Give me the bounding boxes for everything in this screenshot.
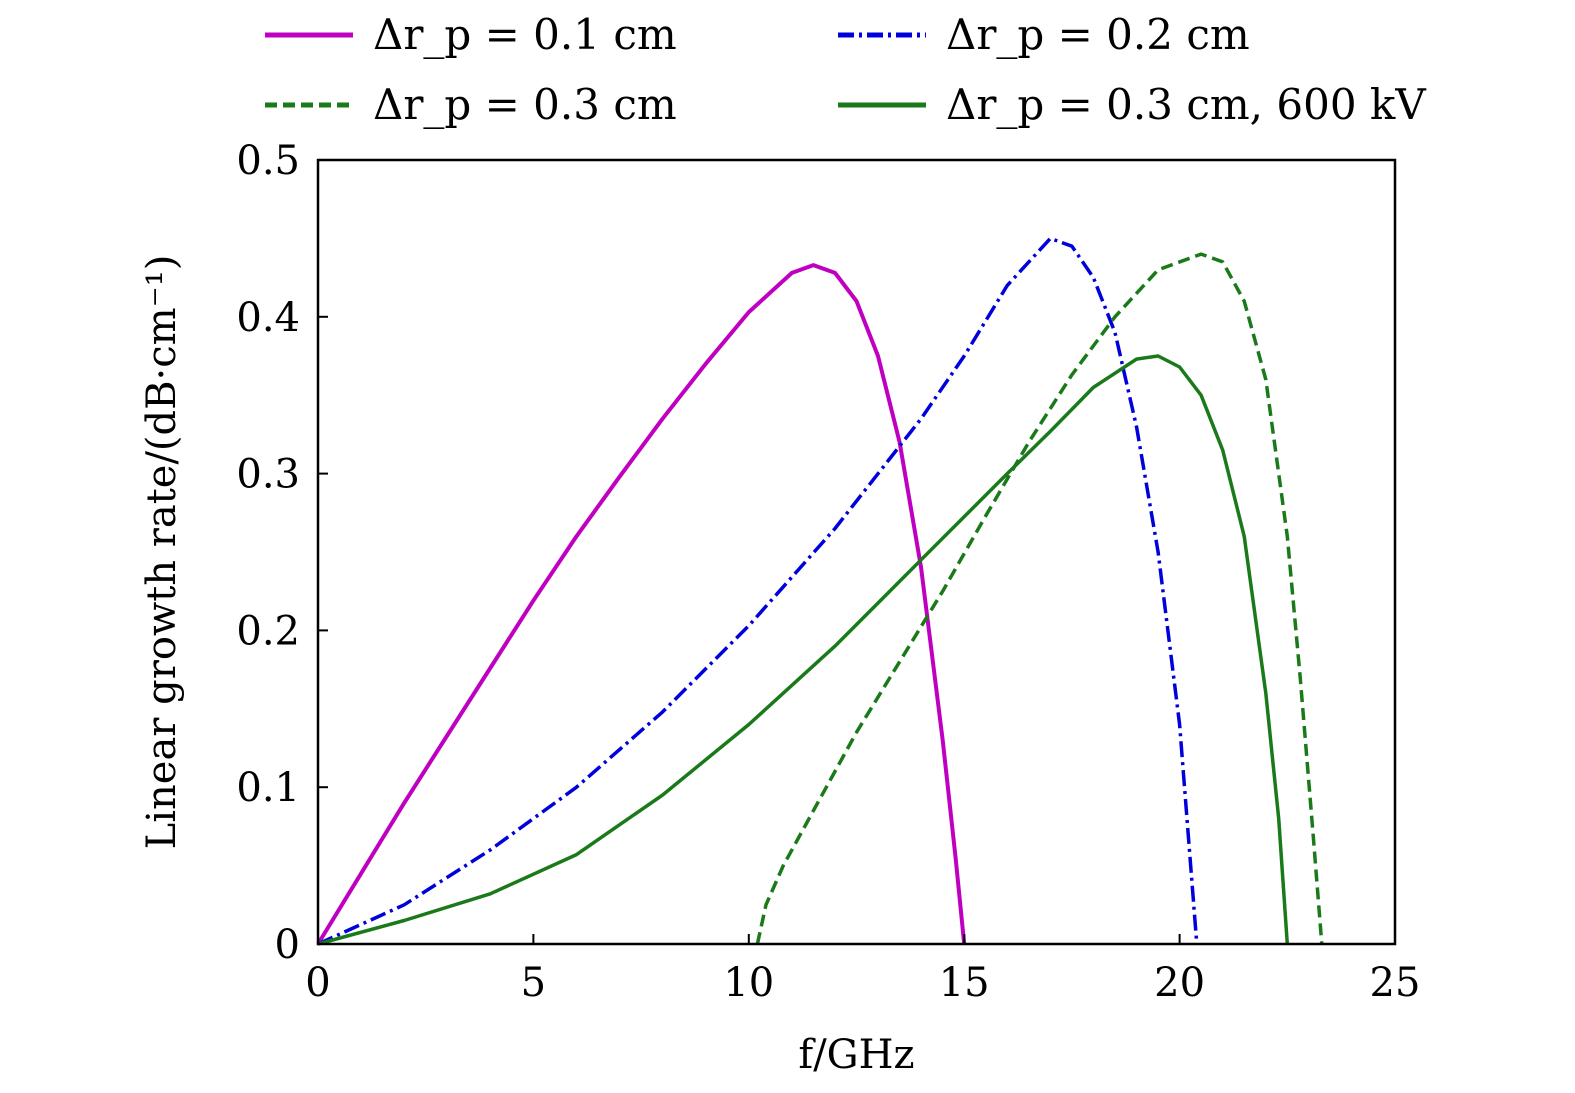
x-tick-label: 0 bbox=[305, 960, 330, 1006]
x-tick-label: 25 bbox=[1370, 960, 1421, 1006]
x-tick-label: 20 bbox=[1154, 960, 1205, 1006]
y-axis-label: Linear growth rate/(dB·cm⁻¹) bbox=[139, 255, 185, 850]
y-tick-label: 0 bbox=[275, 922, 300, 968]
legend: Δr_p = 0.1 cm Δr_p = 0.2 cm Δr_p = 0.3 cm Δ… bbox=[265, 10, 1426, 129]
y-tick-label: 0.1 bbox=[236, 765, 300, 811]
x-tick-label: 5 bbox=[521, 960, 546, 1006]
legend-item-3: Δr_p = 0.3 cm bbox=[265, 80, 677, 129]
legend-item-2: Δr_p = 0.2 cm bbox=[838, 10, 1250, 59]
x-tick-label: 15 bbox=[939, 960, 990, 1006]
x-axis-label: f/GHz bbox=[798, 1032, 914, 1078]
series-line-4 bbox=[317, 354, 1290, 946]
y-tick-label: 0.2 bbox=[236, 608, 300, 654]
plot-area: 0 5 10 15 20 25 0 0.1 0.2 0.3 0.4 0.5 bbox=[236, 138, 1420, 1006]
series-line-3 bbox=[755, 252, 1324, 945]
legend-label: Δr_p = 0.2 cm bbox=[946, 10, 1250, 59]
y-tick-label: 0.5 bbox=[236, 138, 300, 184]
y-axis-ticks: 0 0.1 0.2 0.3 0.4 0.5 bbox=[236, 138, 328, 968]
legend-label: Δr_p = 0.1 cm bbox=[373, 10, 677, 59]
x-axis-ticks: 0 5 10 15 20 25 bbox=[305, 934, 1420, 1006]
legend-item-1: Δr_p = 0.1 cm bbox=[265, 10, 677, 59]
legend-label: Δr_p = 0.3 cm bbox=[373, 80, 677, 129]
x-tick-label: 10 bbox=[723, 960, 774, 1006]
y-tick-label: 0.4 bbox=[236, 295, 300, 341]
plot-frame bbox=[316, 158, 1397, 946]
series-layer bbox=[316, 236, 1324, 946]
legend-label: Δr_p = 0.3 cm, 600 kV bbox=[946, 80, 1426, 129]
series-line-1 bbox=[316, 263, 967, 946]
legend-item-4: Δr_p = 0.3 cm, 600 kV bbox=[838, 80, 1426, 129]
series-line-2 bbox=[317, 236, 1199, 946]
y-tick-label: 0.3 bbox=[236, 452, 300, 498]
